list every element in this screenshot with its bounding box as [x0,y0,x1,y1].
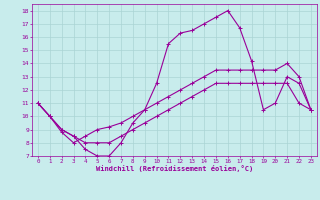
X-axis label: Windchill (Refroidissement éolien,°C): Windchill (Refroidissement éolien,°C) [96,165,253,172]
